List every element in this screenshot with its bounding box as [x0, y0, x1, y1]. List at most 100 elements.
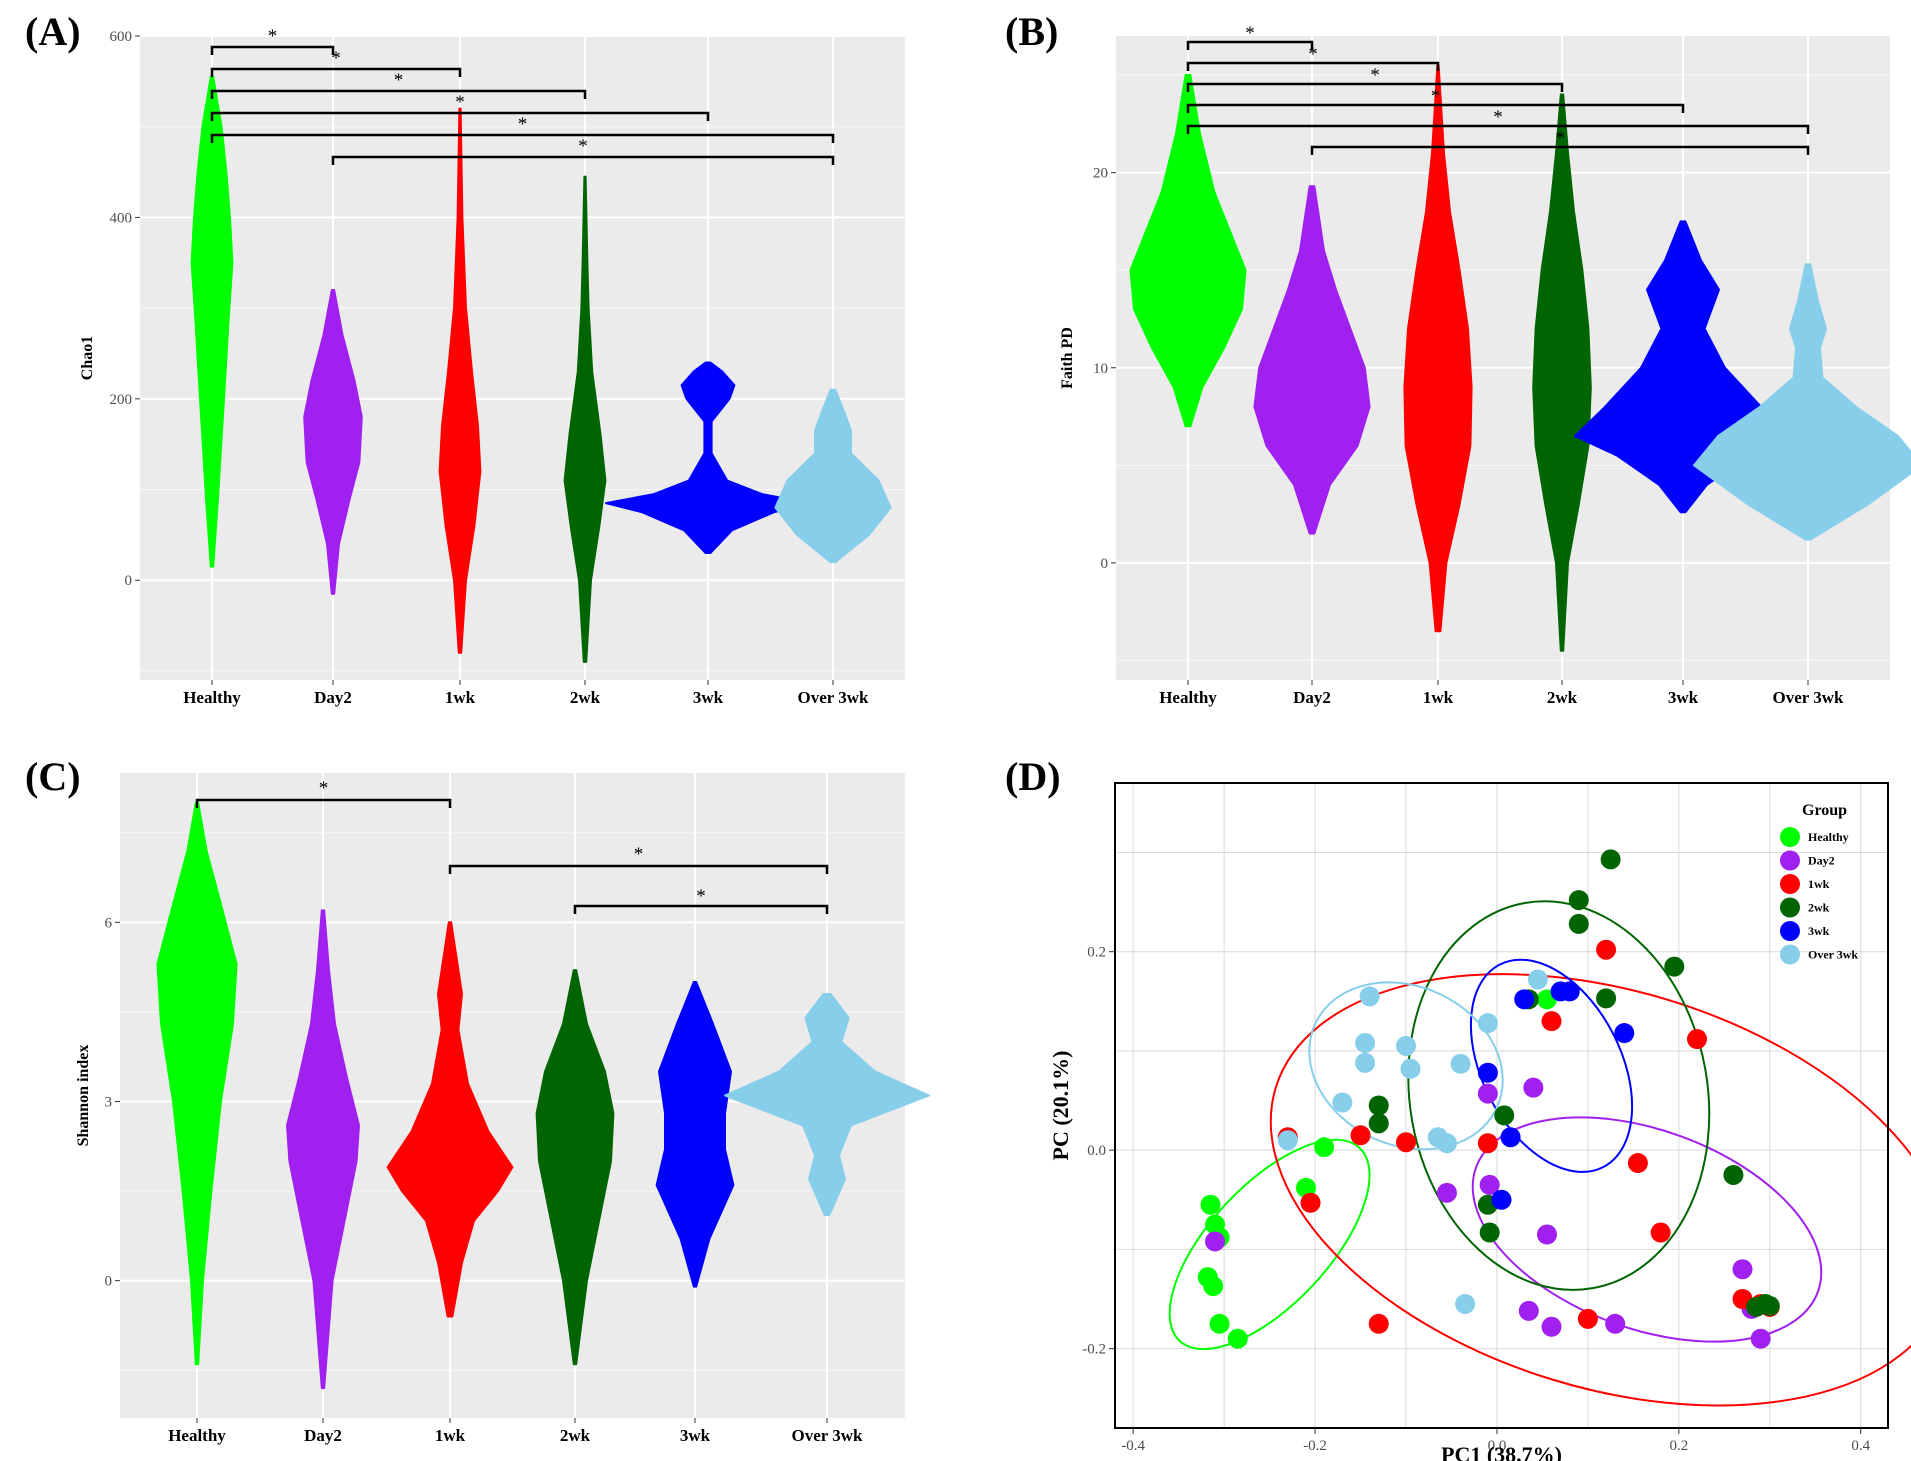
data-point-day2	[1436, 1182, 1457, 1203]
data-point-1wk	[1368, 1313, 1389, 1334]
legend-swatch	[1780, 827, 1800, 847]
y-tick-label: 0	[125, 573, 133, 589]
y-tick-label: 0	[1101, 556, 1109, 572]
data-point-healthy	[1200, 1194, 1221, 1215]
y-tick-label: 20	[1093, 166, 1108, 182]
data-point-2wk	[1723, 1164, 1744, 1185]
x-tick-label: 3wk	[680, 1426, 711, 1445]
data-point-1wk	[1627, 1153, 1648, 1174]
significance-bracket	[195, 798, 452, 808]
y-tick-label: 10	[1093, 361, 1108, 377]
data-point-1wk	[1596, 939, 1617, 960]
data-point-3wk	[1514, 989, 1535, 1010]
data-point-1wk	[1396, 1132, 1417, 1153]
violin-day2	[303, 288, 363, 595]
significance-star: *	[634, 844, 644, 865]
significance-bracket	[210, 45, 335, 55]
legend-item-label: Day2	[1808, 854, 1835, 868]
significance-star: *	[1493, 107, 1503, 128]
significance-bracket	[210, 89, 587, 99]
significance-star: *	[1245, 23, 1255, 44]
significance-bracket	[210, 67, 462, 77]
y-axis-label: PC (20.1%)	[1048, 1051, 1073, 1161]
data-point-over-3wk	[1477, 1013, 1498, 1034]
y-tick-label: 6	[105, 915, 113, 931]
data-point-2wk	[1494, 1105, 1515, 1126]
data-point-1wk	[1350, 1125, 1371, 1146]
legend-swatch	[1780, 921, 1800, 941]
data-point-over-3wk	[1436, 1133, 1457, 1154]
panel-label: (D)	[1005, 754, 1061, 799]
significance-bracket	[1186, 82, 1564, 92]
data-point-1wk	[1687, 1029, 1708, 1050]
data-point-2wk	[1568, 913, 1589, 934]
data-point-3wk	[1491, 1189, 1512, 1210]
legend-swatch	[1780, 897, 1800, 918]
data-point-day2	[1477, 1083, 1498, 1104]
data-point-2wk	[1596, 988, 1617, 1009]
y-axis-label: Faith PD	[1059, 327, 1076, 389]
x-tick-label: 3wk	[693, 688, 724, 707]
panel-label: (C)	[25, 754, 81, 799]
panel-c: (C) 0 3 6 Shannon index Healthy Day2 1wk 2wk 3wk O…	[25, 754, 930, 1445]
data-point-2wk	[1759, 1295, 1780, 1316]
confidence-ellipse	[1168, 1138, 1371, 1351]
data-point-2wk	[1664, 956, 1685, 977]
x-tick-label: Day2	[314, 688, 352, 707]
significance-bracket	[1186, 40, 1314, 50]
data-point-1wk	[1300, 1192, 1321, 1213]
legend-title: Group	[1802, 802, 1847, 819]
x-tick-label: 0.4	[1851, 1438, 1870, 1454]
data-point-over-3wk	[1450, 1053, 1471, 1074]
x-tick-label: Healthy	[168, 1426, 226, 1445]
x-tick-label: 0.0	[1488, 1438, 1507, 1454]
y-axis-label: Shannon index	[75, 1045, 92, 1147]
x-tick-label: Healthy	[183, 688, 241, 707]
significance-bracket	[331, 155, 835, 165]
data-point-day2	[1479, 1174, 1500, 1195]
violin-day2	[1253, 185, 1371, 535]
x-tick-label: 1wk	[1423, 688, 1454, 707]
plot-background	[140, 36, 905, 680]
data-point-over-3wk	[1455, 1293, 1476, 1314]
y-tick-label: 600	[110, 29, 133, 45]
panel-label: (A)	[25, 9, 81, 54]
violin-over-3wk	[724, 992, 930, 1216]
data-point-healthy	[1209, 1313, 1230, 1334]
legend-item-label: 3wk	[1808, 924, 1830, 938]
violin-3wk	[655, 981, 735, 1288]
data-point-3wk	[1550, 981, 1571, 1002]
x-tick-label: -0.2	[1303, 1438, 1327, 1454]
panel-a: (A) 0 200 400 600 Chao1 Healthy Day2 1wk 2wk 3wk Ov…	[25, 9, 905, 707]
x-tick-label: 1wk	[435, 1426, 466, 1445]
y-axis-label: Chao1	[79, 336, 96, 380]
data-point-day2	[1732, 1259, 1753, 1280]
data-point-over-3wk	[1359, 986, 1380, 1007]
data-point-over-3wk	[1527, 969, 1548, 990]
legend-item-label: Over 3wk	[1808, 948, 1858, 962]
data-point-healthy	[1203, 1276, 1224, 1297]
confidence-ellipse	[1308, 981, 1504, 1151]
data-point-1wk	[1577, 1308, 1598, 1329]
violin-1wk	[438, 107, 482, 654]
significance-bracket	[1186, 103, 1685, 113]
significance-star: *	[578, 136, 588, 157]
legend-swatch	[1780, 944, 1800, 965]
significance-star: *	[1308, 44, 1318, 65]
violin-2wk	[563, 175, 607, 663]
data-point-over-3wk	[1332, 1092, 1353, 1113]
panel-label: (B)	[1005, 9, 1058, 54]
y-tick-label: 0.0	[1087, 1143, 1106, 1159]
legend-item-label: 2wk	[1808, 901, 1830, 915]
plot-frame	[1114, 782, 1889, 1429]
significance-star: *	[268, 26, 278, 47]
significance-bracket	[448, 864, 829, 874]
data-point-day2	[1518, 1300, 1539, 1321]
x-tick-label: Over 3wk	[792, 1426, 864, 1445]
data-point-1wk	[1650, 1222, 1671, 1243]
panel-d: (D) -0.4 -0.2 0.0 0.2 0.4 -0.2 0.0 0.2 PC1 (38.7%…	[1005, 754, 1911, 1461]
x-tick-label: 1wk	[445, 688, 476, 707]
violin-over-3wk	[1693, 263, 1911, 541]
x-tick-label: Healthy	[1159, 688, 1217, 707]
data-point-2wk	[1600, 849, 1621, 870]
